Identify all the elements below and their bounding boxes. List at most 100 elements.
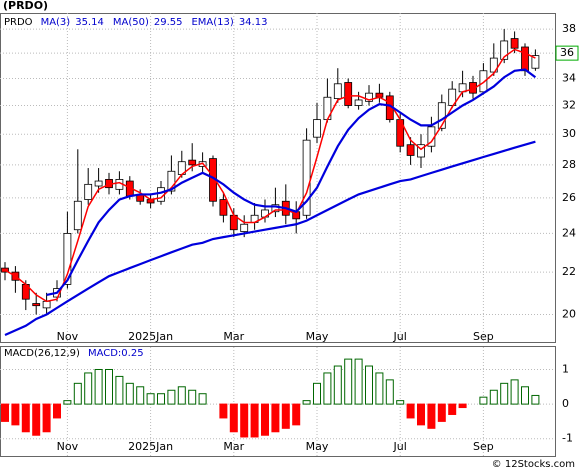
candle-body [73, 200, 82, 231]
x-tick-label: Nov [57, 330, 79, 343]
macd-bar [375, 372, 384, 405]
macd-bar [302, 400, 311, 405]
macd-bar [531, 394, 540, 405]
macd-label: MACD:0.25 [88, 348, 144, 359]
macd-title: MACD(26,12,9) [4, 348, 80, 359]
macd-bar [437, 403, 446, 422]
macd-bar [406, 403, 415, 419]
candle-body [42, 300, 51, 309]
macd-bar [125, 382, 134, 405]
macd-bar [396, 400, 405, 405]
x-tick-label: Sep [473, 440, 494, 453]
x-tick-label: Nov [57, 440, 79, 453]
macd-bar [500, 382, 509, 405]
macd-bar [448, 403, 457, 415]
macd-bar [42, 403, 51, 433]
x-tick-label: Sep [473, 330, 494, 343]
macd-bar [333, 365, 342, 405]
x-tick-label: May [306, 440, 329, 453]
candle-body [302, 139, 311, 216]
candle-body [32, 303, 41, 307]
y-tick-label: 30 [562, 127, 576, 140]
candle-body [437, 102, 446, 129]
x-tick-label: Jul [393, 440, 407, 453]
y-tick-label: -1 [562, 432, 573, 445]
y-tick-label: 22 [562, 265, 576, 278]
macd-bar [136, 386, 145, 405]
macd-bar [73, 382, 82, 405]
candle-body [448, 88, 457, 106]
x-tick-label: Mar [223, 440, 244, 453]
candle-body [354, 99, 363, 106]
macd-bar [167, 389, 176, 405]
macd-bar [53, 403, 61, 419]
candle-body [365, 92, 373, 102]
y-tick-label: 1 [562, 362, 569, 375]
x-tick-label: Mar [223, 330, 244, 343]
candle-body [521, 46, 529, 72]
legend-value: 34.13 [239, 17, 268, 28]
macd-bar [105, 368, 113, 405]
x-tick-label: 2025Jan [128, 440, 173, 453]
y-tick-label: 32 [562, 99, 576, 112]
ma-line [4, 140, 536, 336]
macd-bar [21, 403, 30, 433]
y-tick-label: 38 [562, 22, 576, 35]
y-tick-label: 0 [562, 397, 569, 410]
macd-bar [489, 389, 498, 405]
macd-bar [188, 389, 197, 405]
y-tick-label: 24 [562, 226, 576, 239]
macd-bar [521, 386, 529, 405]
macd-bar [313, 382, 321, 405]
candle-body [510, 38, 519, 49]
ma-line [46, 68, 537, 296]
macd-bar [479, 396, 488, 405]
candle-body [94, 180, 103, 187]
macd-bar [344, 358, 353, 405]
candle-body [167, 170, 176, 192]
candle-body [63, 233, 72, 285]
footer: © 12Stocks.com [492, 459, 575, 470]
candle-body [271, 204, 280, 213]
candle-body [344, 82, 353, 106]
macd-bar [261, 403, 269, 436]
last-price-box [555, 45, 579, 61]
macd-bar [63, 400, 72, 405]
ma-line [4, 48, 536, 303]
macd-bar [354, 358, 363, 405]
macd-bar [198, 393, 207, 405]
legend-ticker: PRDO [4, 17, 33, 28]
macd-bar [115, 375, 124, 405]
candle-body [333, 83, 342, 100]
macd-bar [427, 403, 436, 429]
legend-value: 35.14 [75, 17, 104, 28]
candle-body [313, 119, 321, 138]
y-tick-label: 20 [562, 307, 576, 320]
candle-body [406, 144, 415, 156]
macd-bar [510, 379, 519, 405]
candle-body [500, 40, 509, 60]
macd-bar [157, 393, 165, 405]
macd-bar [281, 403, 290, 429]
chart-title: (PRDO) [3, 0, 48, 12]
macd-bar [292, 403, 301, 426]
candle-body [240, 223, 249, 232]
x-tick-label: 2025Jan [128, 330, 173, 343]
macd-bar [271, 403, 280, 433]
candle-body [531, 55, 540, 69]
price-panel [0, 13, 556, 343]
x-tick-label: Jul [393, 330, 407, 343]
candle-body [84, 183, 93, 200]
candle-body [417, 144, 425, 158]
macd-bar [240, 403, 249, 438]
candle-body [188, 159, 197, 166]
candle-body [469, 82, 477, 94]
macd-bar [84, 372, 93, 405]
y-tick-label: 28 [562, 158, 576, 171]
macd-bar [229, 403, 238, 433]
macd-bar [458, 403, 467, 409]
legend-name: MA(3) [41, 17, 71, 28]
candle-body [219, 199, 228, 216]
legend-name: EMA(13) [191, 17, 233, 28]
